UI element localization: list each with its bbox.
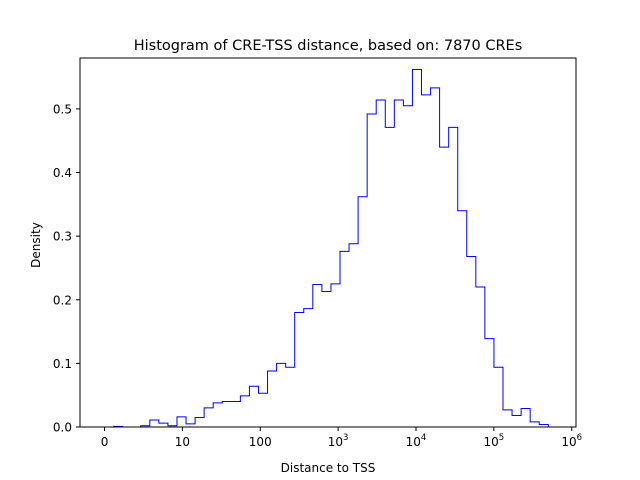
y-tick-label: 0.2 bbox=[53, 293, 72, 307]
y-tick-label: 0.3 bbox=[53, 230, 72, 244]
y-tick-label: 0.1 bbox=[53, 357, 72, 371]
histogram-step-line bbox=[104, 68, 549, 428]
y-axis-label: Density bbox=[29, 222, 43, 268]
x-tick-label: 106 bbox=[561, 433, 582, 449]
chart-title: Histogram of CRE-TSS distance, based on:… bbox=[134, 38, 523, 54]
x-tick-label: 104 bbox=[406, 433, 427, 449]
x-axis-ticks: 0 10 100 103 104 105 106 bbox=[101, 427, 582, 449]
x-tick-label: 100 bbox=[249, 435, 272, 449]
x-tick-label: 10 bbox=[175, 435, 190, 449]
y-tick-label: 0.4 bbox=[53, 166, 72, 180]
x-tick-label: 105 bbox=[484, 433, 505, 449]
y-axis-ticks: 0.0 0.1 0.2 0.3 0.4 0.5 bbox=[53, 102, 80, 435]
plot-frame bbox=[79, 57, 577, 428]
plot-series bbox=[104, 68, 549, 428]
x-tick-label: 103 bbox=[328, 433, 349, 449]
x-axis-label: Distance to TSS bbox=[281, 461, 376, 475]
x-tick-label: 0 bbox=[101, 435, 109, 449]
y-tick-label: 0.5 bbox=[53, 102, 72, 116]
y-tick-label: 0.0 bbox=[53, 421, 72, 435]
